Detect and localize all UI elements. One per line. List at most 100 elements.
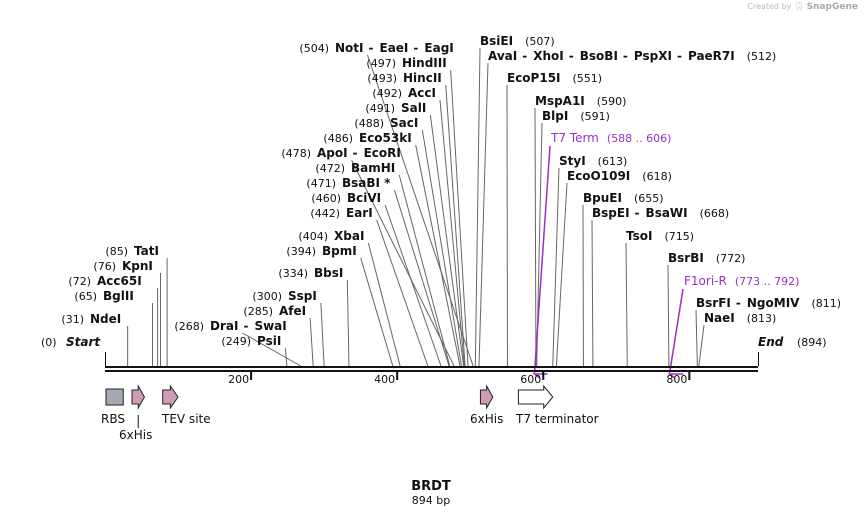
primer-t7-term[interactable]: T7 Term (588 .. 606) bbox=[532, 131, 671, 379]
map-title: BRDT bbox=[411, 479, 451, 494]
site-acci[interactable]: (492) AccI bbox=[372, 86, 436, 100]
site-tsoi[interactable]: TsoI (715) bbox=[626, 229, 694, 243]
site-line-mspa1i bbox=[534, 107, 537, 367]
feature-label: T7 terminator bbox=[515, 412, 599, 426]
site-saci[interactable]: (488) SacI bbox=[354, 116, 418, 130]
tick-label-400: 400 bbox=[374, 373, 395, 386]
site-bbsi[interactable]: (334) BbsI bbox=[278, 266, 343, 280]
site-position: (551) bbox=[573, 72, 603, 85]
site-line-sali bbox=[429, 114, 465, 367]
brand-prefix: Created by bbox=[747, 2, 792, 11]
site-naei[interactable]: NaeI (813) bbox=[704, 311, 776, 325]
site-bpuei[interactable]: BpuEI (655) bbox=[583, 191, 664, 205]
site-ecop15i[interactable]: EcoP15I (551) bbox=[507, 71, 602, 85]
site-position: (85) bbox=[105, 245, 128, 258]
enzyme-name: Acc65I bbox=[97, 274, 142, 288]
enzyme-name: BsiEI bbox=[480, 34, 513, 48]
site-tati[interactable]: (85) TatI bbox=[105, 244, 159, 258]
site-blpi[interactable]: BlpI (591) bbox=[542, 109, 610, 123]
enzyme-name: PsiI bbox=[257, 334, 281, 348]
name-separator: - bbox=[623, 49, 628, 63]
site-line-acci bbox=[439, 99, 465, 367]
site-eari[interactable]: (442) EarI bbox=[310, 206, 372, 220]
enzyme-name: SalI bbox=[401, 101, 426, 115]
site-bsabi[interactable]: (471) BsaBI * bbox=[306, 176, 391, 190]
enzyme-name: EagI bbox=[424, 41, 453, 55]
site-bsrbi[interactable]: BsrBI (772) bbox=[668, 251, 745, 265]
enzyme-name: AccI bbox=[408, 86, 436, 100]
site-line-afei bbox=[309, 317, 314, 367]
enzyme-name: XbaI bbox=[334, 229, 364, 243]
site-position: (76) bbox=[93, 260, 116, 273]
primer-leader bbox=[668, 288, 684, 374]
site-position: (394) bbox=[286, 245, 316, 258]
primer-range: (773 .. 792) bbox=[735, 275, 800, 288]
end-position: (894) bbox=[797, 336, 827, 349]
site-hincii[interactable]: (493) HincII bbox=[367, 71, 441, 85]
site-kpni[interactable]: (76) KpnI bbox=[93, 259, 153, 273]
site-mspa1i[interactable]: MspA1I (590) bbox=[535, 94, 626, 108]
feature-t7-terminator[interactable]: T7 terminator bbox=[515, 384, 599, 426]
site-psii[interactable]: (249) PsiI bbox=[221, 334, 281, 348]
site-line-hindiii bbox=[450, 69, 469, 367]
snapgene-watermark: Created by 🦷︎ SnapGene bbox=[747, 2, 858, 12]
site-position: (442) bbox=[310, 207, 340, 220]
site-line-bspei bbox=[591, 219, 594, 367]
site-line-apoi bbox=[351, 159, 455, 367]
site-line-noti bbox=[367, 54, 474, 367]
name-separator: - bbox=[736, 296, 741, 310]
site-position: (668) bbox=[700, 207, 730, 220]
brand-name: SnapGene bbox=[806, 2, 858, 12]
site-line-bsiei bbox=[474, 47, 481, 367]
site-xbai[interactable]: (404) XbaI bbox=[298, 229, 364, 243]
enzyme-name: BlpI bbox=[542, 109, 568, 123]
site-position: (249) bbox=[221, 335, 251, 348]
site-bsrfi[interactable]: BsrFI - NgoMIV (811) bbox=[696, 296, 841, 310]
site-acc65i[interactable]: (72) Acc65I bbox=[68, 274, 141, 288]
site-afei[interactable]: (285) AfeI bbox=[243, 304, 306, 318]
enzyme-name: StyI bbox=[559, 154, 586, 168]
site-bglii[interactable]: (65) BglII bbox=[74, 289, 133, 303]
enzyme-name: BspEI bbox=[592, 206, 630, 220]
site-avai[interactable]: AvaI - XhoI - BsoBI - PspXI - PaeR7I (512) bbox=[488, 49, 776, 63]
site-line-xbai bbox=[367, 242, 401, 367]
site-position: (492) bbox=[372, 87, 402, 100]
site-sspi[interactable]: (300) SspI bbox=[252, 289, 316, 303]
feature-tev-site[interactable]: TEV site bbox=[161, 384, 211, 426]
site-line-eari bbox=[376, 219, 429, 367]
feature-label: RBS bbox=[101, 412, 125, 426]
site-eco53ki[interactable]: (486) Eco53kI bbox=[323, 131, 411, 145]
site-bpmi[interactable]: (394) BpmI bbox=[286, 244, 356, 258]
enzyme-name: SspI bbox=[288, 289, 317, 303]
feature-6xhis[interactable]: 6xHis bbox=[119, 384, 152, 442]
site-sali[interactable]: (491) SalI bbox=[365, 101, 426, 115]
site-bspei[interactable]: BspEI - BsaWI (668) bbox=[592, 206, 729, 220]
site-position: (618) bbox=[642, 170, 672, 183]
enzyme-name: BbsI bbox=[314, 266, 343, 280]
site-bcivi[interactable]: (460) BciVI bbox=[311, 191, 381, 205]
site-noti[interactable]: (504) NotI - EaeI - EagI bbox=[299, 41, 453, 55]
site-drai[interactable]: (268) DraI - SwaI bbox=[174, 319, 286, 333]
site-apoi[interactable]: (478) ApoI - EcoRI bbox=[281, 146, 400, 160]
feature-rbs[interactable]: RBS bbox=[101, 388, 125, 426]
site-position: (31) bbox=[61, 313, 84, 326]
site-line-hincii bbox=[445, 84, 466, 367]
enzyme-name: ApoI bbox=[317, 146, 348, 160]
enzyme-name: PspXI bbox=[634, 49, 672, 63]
site-position: (488) bbox=[354, 117, 384, 130]
primer-layer: T7 Term (588 .. 606) F1ori-R (773 .. 792) bbox=[532, 131, 800, 379]
enzyme-name: KpnI bbox=[122, 259, 153, 273]
site-ndei[interactable]: (31) NdeI bbox=[61, 312, 121, 326]
site-hindiii[interactable]: (497) HindIII bbox=[366, 56, 446, 70]
site-position: (472) bbox=[315, 162, 345, 175]
site-line-bsrfi bbox=[695, 309, 698, 367]
site-position: (504) bbox=[299, 42, 329, 55]
site-styi[interactable]: StyI (613) bbox=[559, 154, 627, 168]
site-bsiei[interactable]: BsiEI (507) bbox=[480, 34, 555, 48]
site-position: (813) bbox=[747, 312, 777, 325]
site-ecoo109i[interactable]: EcoO109I (618) bbox=[567, 169, 672, 183]
feature-6xhis[interactable]: 6xHis bbox=[470, 384, 503, 426]
feature-label: TEV site bbox=[161, 412, 211, 426]
primer-f1ori-r[interactable]: F1ori-R (773 .. 792) bbox=[667, 274, 800, 379]
site-bamhi[interactable]: (472) BamHI bbox=[315, 161, 395, 175]
